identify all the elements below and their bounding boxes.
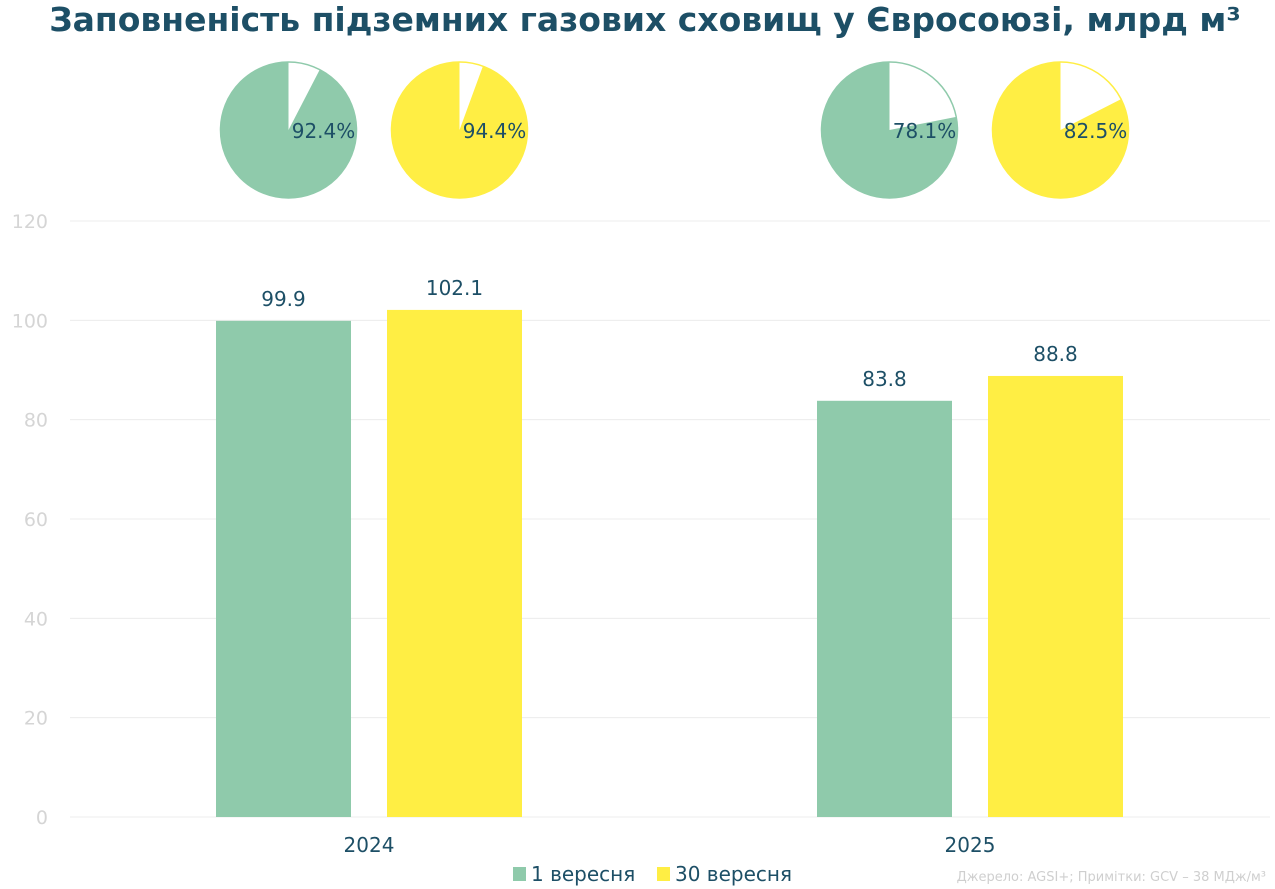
y-tick-label: 100 bbox=[12, 310, 48, 332]
fill-pies: 92.4% 94.4% 78.1% 82.5% bbox=[219, 61, 1130, 199]
bar bbox=[216, 320, 351, 817]
source-note: Джерело: AGSI+; Примітки: GCV – 38 МДж/м… bbox=[957, 870, 1266, 885]
y-tick-label: 120 bbox=[12, 211, 48, 233]
y-tick-label: 20 bbox=[24, 708, 48, 730]
pie-filled-slice bbox=[821, 62, 958, 199]
legend-label-series-2: 30 вересня bbox=[675, 862, 792, 886]
pie-percent-label: 94.4% bbox=[463, 119, 527, 143]
y-tick-label: 40 bbox=[24, 608, 48, 630]
x-category-label: 2025 bbox=[945, 833, 996, 857]
x-axis-categories: 2024 2025 bbox=[344, 833, 996, 857]
y-tick-label: 0 bbox=[36, 807, 48, 829]
bar bbox=[387, 309, 522, 817]
legend-label-series-1: 1 вересня bbox=[531, 862, 635, 886]
pie-percent-label: 82.5% bbox=[1064, 119, 1128, 143]
bar-value-label: 83.8 bbox=[862, 367, 907, 391]
bar bbox=[988, 375, 1123, 817]
pie-filled-slice bbox=[220, 62, 357, 198]
x-category-label: 2024 bbox=[344, 833, 395, 857]
bar-value-label: 99.9 bbox=[261, 287, 306, 311]
fill-pie: 82.5% bbox=[991, 61, 1130, 199]
bar bbox=[817, 400, 952, 817]
pie-percent-label: 78.1% bbox=[893, 119, 957, 143]
pie-percent-label: 92.4% bbox=[292, 119, 356, 143]
legend-swatch-series-2 bbox=[657, 867, 670, 881]
legend: 1 вересня 30 вересня bbox=[513, 862, 792, 886]
chart-title: Заповненість підземних газових сховищ у … bbox=[49, 0, 1241, 39]
fill-pie: 92.4% bbox=[219, 61, 358, 199]
y-axis-ticks: 0 20 40 60 80 100 120 bbox=[12, 211, 48, 829]
y-tick-label: 60 bbox=[24, 509, 48, 531]
bar-value-label: 88.8 bbox=[1033, 342, 1078, 366]
y-tick-label: 80 bbox=[24, 410, 48, 432]
pie-filled-slice bbox=[391, 62, 528, 199]
pie-filled-slice bbox=[992, 62, 1129, 198]
legend-swatch-series-1 bbox=[513, 867, 526, 881]
fill-pie: 94.4% bbox=[390, 61, 529, 199]
bar-value-label: 102.1 bbox=[426, 276, 483, 300]
bars: 99.9 102.1 83.8 88.8 bbox=[216, 276, 1123, 817]
fill-pie: 78.1% bbox=[820, 61, 959, 199]
